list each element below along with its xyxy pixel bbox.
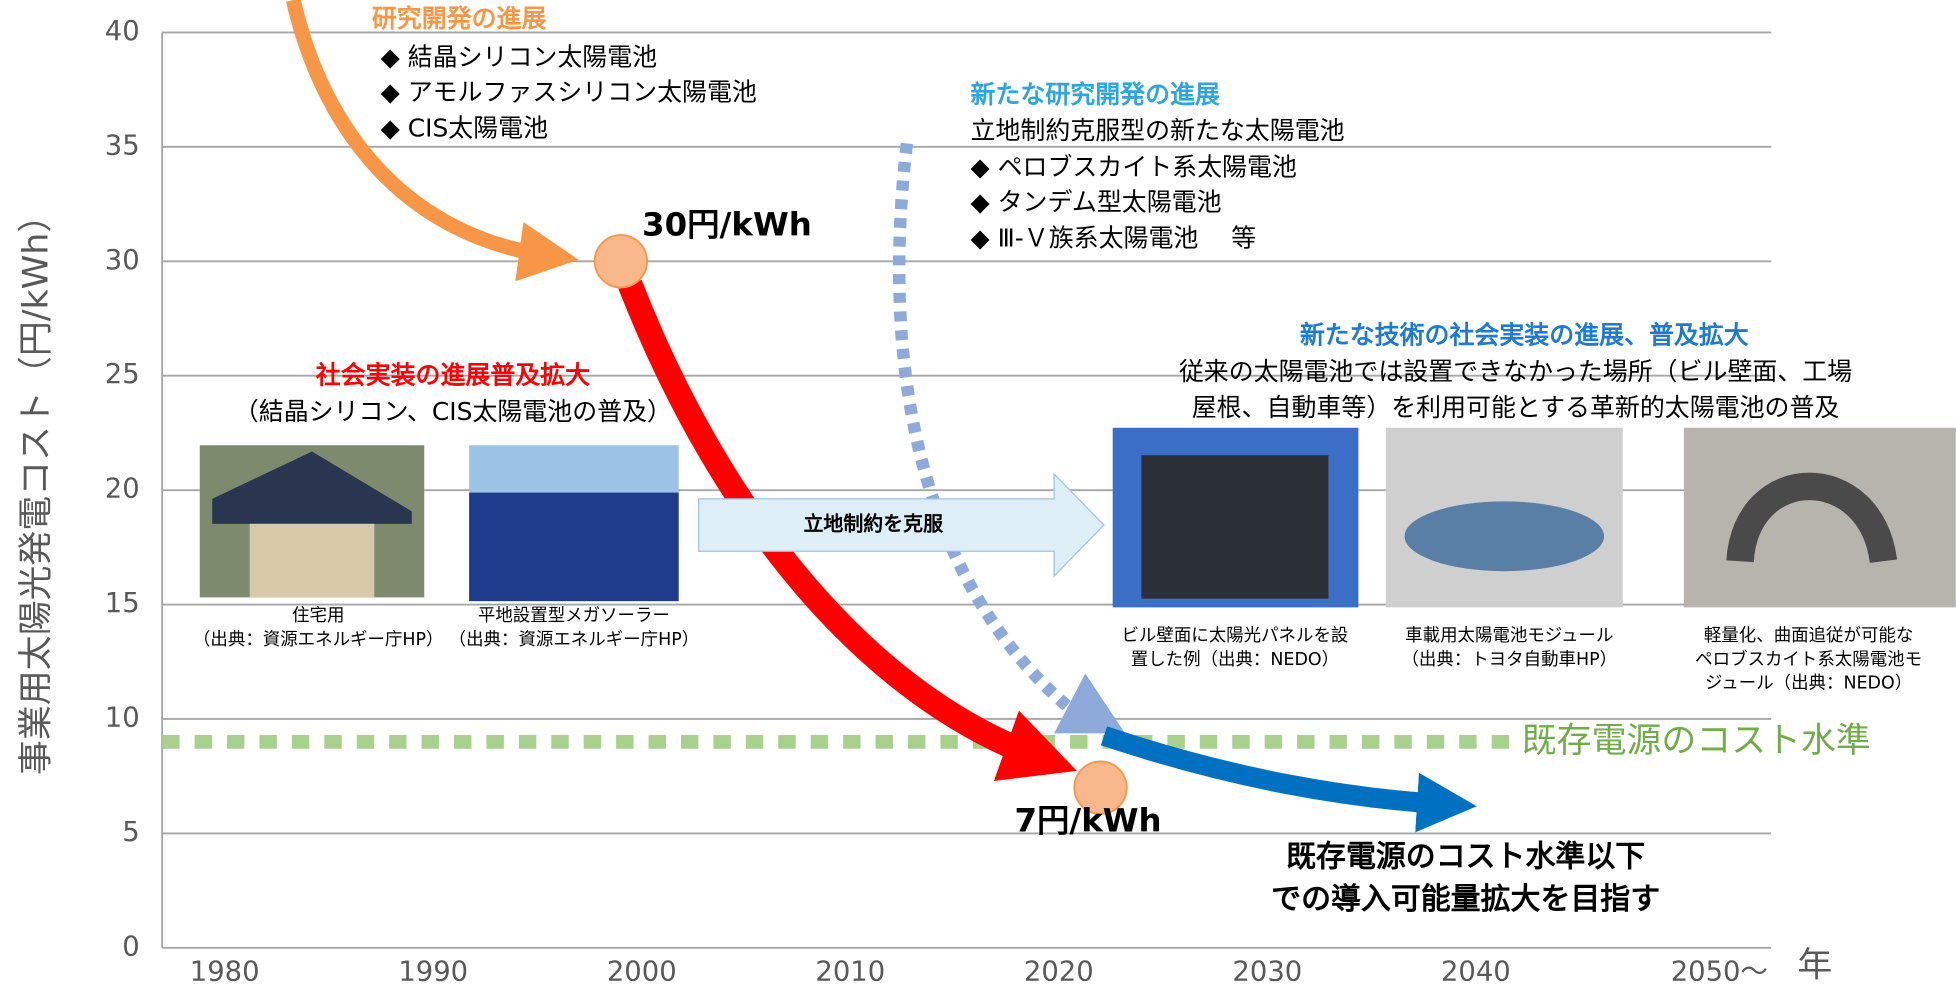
caption: 平地設置型メガソーラー: [478, 606, 670, 626]
photo-roof: [212, 451, 412, 524]
plot: 0 5 10 15 20 25 30 35 40 1980 1990 2000 2010 2020 2030…: [105, 16, 1871, 987]
new-research-item: 立地制約克服型の新たな太陽電池: [971, 116, 1345, 145]
photo-film: [1726, 472, 1898, 564]
arrow-overcome: [698, 472, 1105, 578]
cost-label: 7円/kWh: [1014, 802, 1161, 840]
new-tech-item: 従来の太陽電池では設置できなかった場所（ビル壁面、工場: [1179, 357, 1852, 386]
caption: （出典：資源エネルギー庁HP）: [449, 630, 700, 650]
y-tick-label: 15: [105, 588, 140, 619]
caption: ビル壁面に太陽光パネルを設: [1121, 626, 1348, 646]
x-tick-label: 2040: [1441, 956, 1511, 987]
reference-label: 既存電源のコスト水準: [1522, 721, 1871, 761]
research-item: ◆ CIS太陽電池: [381, 114, 548, 143]
new-research-item: ◆ ペロブスカイト系太陽電池: [971, 152, 1297, 181]
arrow-orange: [286, 0, 579, 282]
y-axis-label: 事業用太陽光発電コスト（円/kWh）: [17, 198, 57, 775]
caption: （出典：トヨタ自動車HP）: [1401, 650, 1617, 670]
x-tick-label: 2000: [607, 956, 677, 987]
y-tick-label: 10: [105, 702, 140, 733]
y-tick-label: 30: [105, 245, 140, 276]
new-tech-item: 屋根、自動車等）を利用可能とする革新的太陽電池の普及: [1192, 393, 1840, 422]
photo-perovskite: [1683, 427, 1956, 608]
caption: 住宅用: [292, 606, 344, 626]
new-tech-title: 新たな技術の社会実装の進展、普及拡大: [1300, 321, 1749, 350]
caption: 車載用太陽電池モジュール: [1405, 626, 1613, 646]
new-research-item: ◆ タンデム型太陽電池: [971, 187, 1222, 216]
caption: 置した例（出典：NEDO）: [1131, 650, 1339, 670]
new-research-item: ◆ Ⅲ-Ｖ族系太陽電池 等: [971, 223, 1257, 252]
arrow-dotted: [892, 142, 1077, 716]
caption: 軽量化、曲面追従が可能な: [1704, 626, 1913, 646]
research-title: 研究開発の進展: [372, 4, 547, 33]
caption: （出典：資源エネルギー庁HP）: [193, 630, 444, 650]
y-tick-label: 20: [105, 474, 140, 505]
arrow-blue: [1100, 726, 1477, 833]
caption: ペロブスカイト系太陽電池モ: [1695, 649, 1922, 670]
arrow-dotted-head: [1054, 673, 1126, 734]
cost-point: [1073, 760, 1128, 815]
annotations: 研究開発の進展 ◆ 結晶シリコン太陽電池 ◆ アモルファスシリコン太陽電池 ◆ …: [17, 4, 1922, 986]
y-tick-label: 25: [105, 359, 140, 390]
x-tick-label: 2020: [1024, 956, 1094, 987]
research-item: ◆ 結晶シリコン太陽電池: [381, 43, 657, 72]
goal-text: 既存電源のコスト水準以下: [1286, 840, 1645, 875]
y-tick-label: 0: [122, 931, 139, 962]
photo-car: [1404, 501, 1605, 572]
cost-point: [593, 234, 649, 289]
arrow-red: [618, 279, 1077, 781]
goal-text: での導入可能量拡大を目指す: [1271, 882, 1660, 917]
arrow-label: 立地制約を克服: [803, 512, 944, 536]
y-tick-label: 40: [105, 16, 140, 47]
y-tick-label: 5: [122, 817, 139, 848]
new-research-title: 新たな研究開発の進展: [971, 80, 1220, 109]
caption: ジュール（出典：NEDO）: [1705, 673, 1912, 693]
x-tick-label: 1980: [190, 956, 260, 987]
x-tick-label: 2050～: [1671, 956, 1768, 987]
y-tick-label: 35: [105, 130, 140, 161]
x-tick-label: 2010: [815, 956, 885, 987]
social-title: 社会実装の進展普及拡大: [316, 361, 590, 390]
photo-panels: [469, 492, 679, 602]
photo-wall: [249, 523, 375, 598]
x-tick-label: 2030: [1232, 956, 1302, 987]
photo-building: [1141, 455, 1329, 599]
social-item: （結晶シリコン、CIS太陽電池の普及）: [234, 397, 672, 426]
x-tick-label: 1990: [398, 956, 468, 987]
cost-label: 30円/kWh: [642, 205, 812, 243]
research-item: ◆ アモルファスシリコン太陽電池: [381, 78, 757, 107]
x-axis-label: 年: [1797, 946, 1832, 986]
